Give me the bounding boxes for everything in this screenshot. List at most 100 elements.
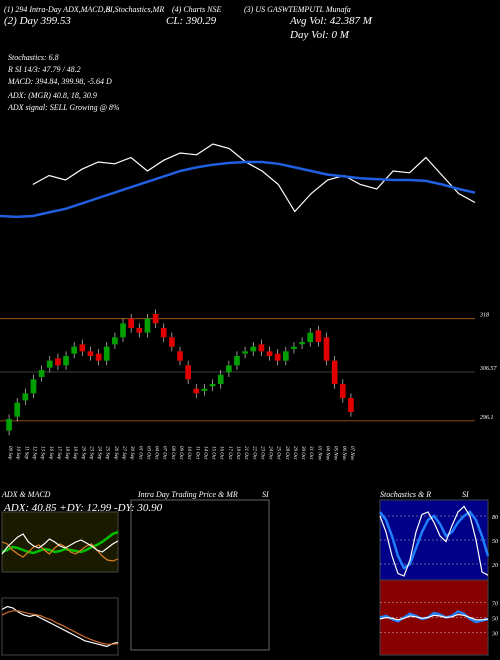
rsi-text: R SI 14/3: 47.79 / 48.2 (7, 65, 81, 74)
x-tick-label: 07 Oct (162, 446, 167, 460)
candle-body (323, 337, 330, 361)
candle-body (103, 346, 110, 361)
x-tick-label: 09 Oct (178, 446, 183, 460)
x-tick-label: 01 Nov (316, 446, 321, 461)
x-tick-label: 13 Sep (40, 446, 45, 460)
candle-body (169, 337, 175, 347)
x-tick-label: 11 Oct (194, 446, 199, 460)
candle-body (299, 342, 305, 345)
y-tick-label: 20 (492, 563, 498, 569)
x-tick-label: 24 Sep (97, 446, 102, 460)
panel-title: ADX & MACD (1, 490, 51, 499)
candle-body (217, 374, 224, 384)
candle-body (307, 332, 314, 342)
candle-body (128, 318, 135, 328)
series-line (379, 505, 489, 577)
candle-body (87, 351, 94, 356)
candle-body (242, 351, 248, 354)
x-tick-label: 01 Oct (137, 446, 142, 460)
candle-body (315, 330, 322, 342)
candle-body (250, 346, 257, 352)
candle-body (274, 353, 281, 361)
x-tick-label: 04 Oct (154, 446, 159, 460)
x-tick-label: 29 Oct (292, 446, 297, 460)
candle-body (339, 384, 346, 398)
header-close: CL: 390.29 (166, 15, 217, 27)
x-tick-label: 15 Oct (211, 446, 216, 460)
candle-body (266, 351, 273, 356)
candle-body (144, 318, 151, 333)
x-tick-label: 28 Oct (284, 446, 289, 460)
candle-body (160, 328, 167, 338)
y-tick-label: 50 (492, 539, 498, 545)
header-day: (2) Day 399.53 (4, 15, 71, 27)
x-tick-label: 03 Oct (145, 446, 150, 460)
header-dayvol: Day Vol: 0 M (289, 29, 350, 41)
candle-body (177, 351, 183, 361)
x-tick-label: 30 Sep (129, 446, 134, 460)
intraday-box (130, 499, 270, 651)
header-avgvol: Avg Vol: 42.387 M (289, 15, 373, 27)
header-text: SI,Stochastics,MR (106, 5, 164, 14)
candle-body (112, 337, 118, 345)
x-tick-label: 23 Oct (259, 446, 264, 460)
x-tick-label: 19 Sep (72, 446, 77, 460)
x-tick-label: 16 Sep (48, 446, 53, 460)
candle-body (258, 344, 265, 352)
x-tick-label: 12 Sep (31, 446, 36, 460)
candle-body (30, 379, 37, 394)
x-tick-label: 17 Oct (227, 446, 232, 460)
candle-body (234, 356, 240, 366)
x-tick-label: 09 Sep (7, 446, 12, 460)
panel-background (1, 597, 119, 656)
candle-body (14, 402, 21, 417)
series-line (1, 541, 119, 562)
y-tick-label: 70 (492, 602, 498, 608)
candle-body (136, 328, 143, 333)
x-tick-label: 11 Sep (23, 446, 28, 460)
intraday-title: Intra Day Trading Price & MR (137, 490, 238, 499)
y-tick-label: 50 (492, 617, 498, 623)
candle-body (185, 365, 191, 380)
x-tick-label: 05 Nov (333, 446, 338, 461)
candle-body (55, 358, 61, 366)
x-tick-label: 04 Nov (325, 446, 330, 461)
x-tick-label: 21 Oct (243, 446, 248, 460)
series-line (379, 613, 489, 621)
x-tick-label: 10 Oct (186, 446, 191, 460)
x-tick-label: 20 Sep (80, 446, 85, 460)
candle-body (6, 419, 12, 431)
series-line (1, 530, 119, 555)
candle-body (209, 384, 216, 387)
candle-body (331, 360, 338, 384)
x-tick-label: 25 Sep (105, 446, 110, 460)
header-text: (1) 294 Intra-Day ADX,MACD,B (4, 5, 110, 14)
x-tick-label: 06 Nov (341, 446, 346, 461)
x-tick-label: 07 Nov (349, 446, 354, 461)
candle-body (348, 398, 354, 412)
candle-body (225, 365, 232, 373)
candle-body (46, 360, 53, 368)
panel-subtitle: ADX: 40.85 +DY: 12.99 -DY: 30.90 (3, 502, 163, 514)
panel-subtitle: SI (462, 490, 469, 499)
series-line (1, 605, 119, 648)
candle-body (193, 388, 200, 394)
series-line (32, 143, 476, 213)
y-tick-label: 80 (492, 515, 498, 521)
x-tick-label: 18 Sep (64, 446, 69, 460)
x-tick-label: 31 Oct (308, 446, 313, 460)
candle-body (22, 393, 29, 401)
panel-title: Stochastics & R (380, 490, 431, 499)
candle-body (79, 344, 86, 352)
series-line (379, 510, 490, 570)
x-tick-label: 26 Sep (113, 446, 118, 460)
x-tick-label: 25 Oct (276, 446, 281, 460)
x-tick-label: 27 Sep (121, 446, 126, 460)
y-tick-label: 318 (479, 313, 489, 319)
series-line (1, 610, 119, 645)
series-line (1, 533, 119, 555)
panel-background (1, 511, 119, 573)
x-tick-label: 22 Oct (251, 446, 256, 460)
candle-body (152, 314, 159, 324)
